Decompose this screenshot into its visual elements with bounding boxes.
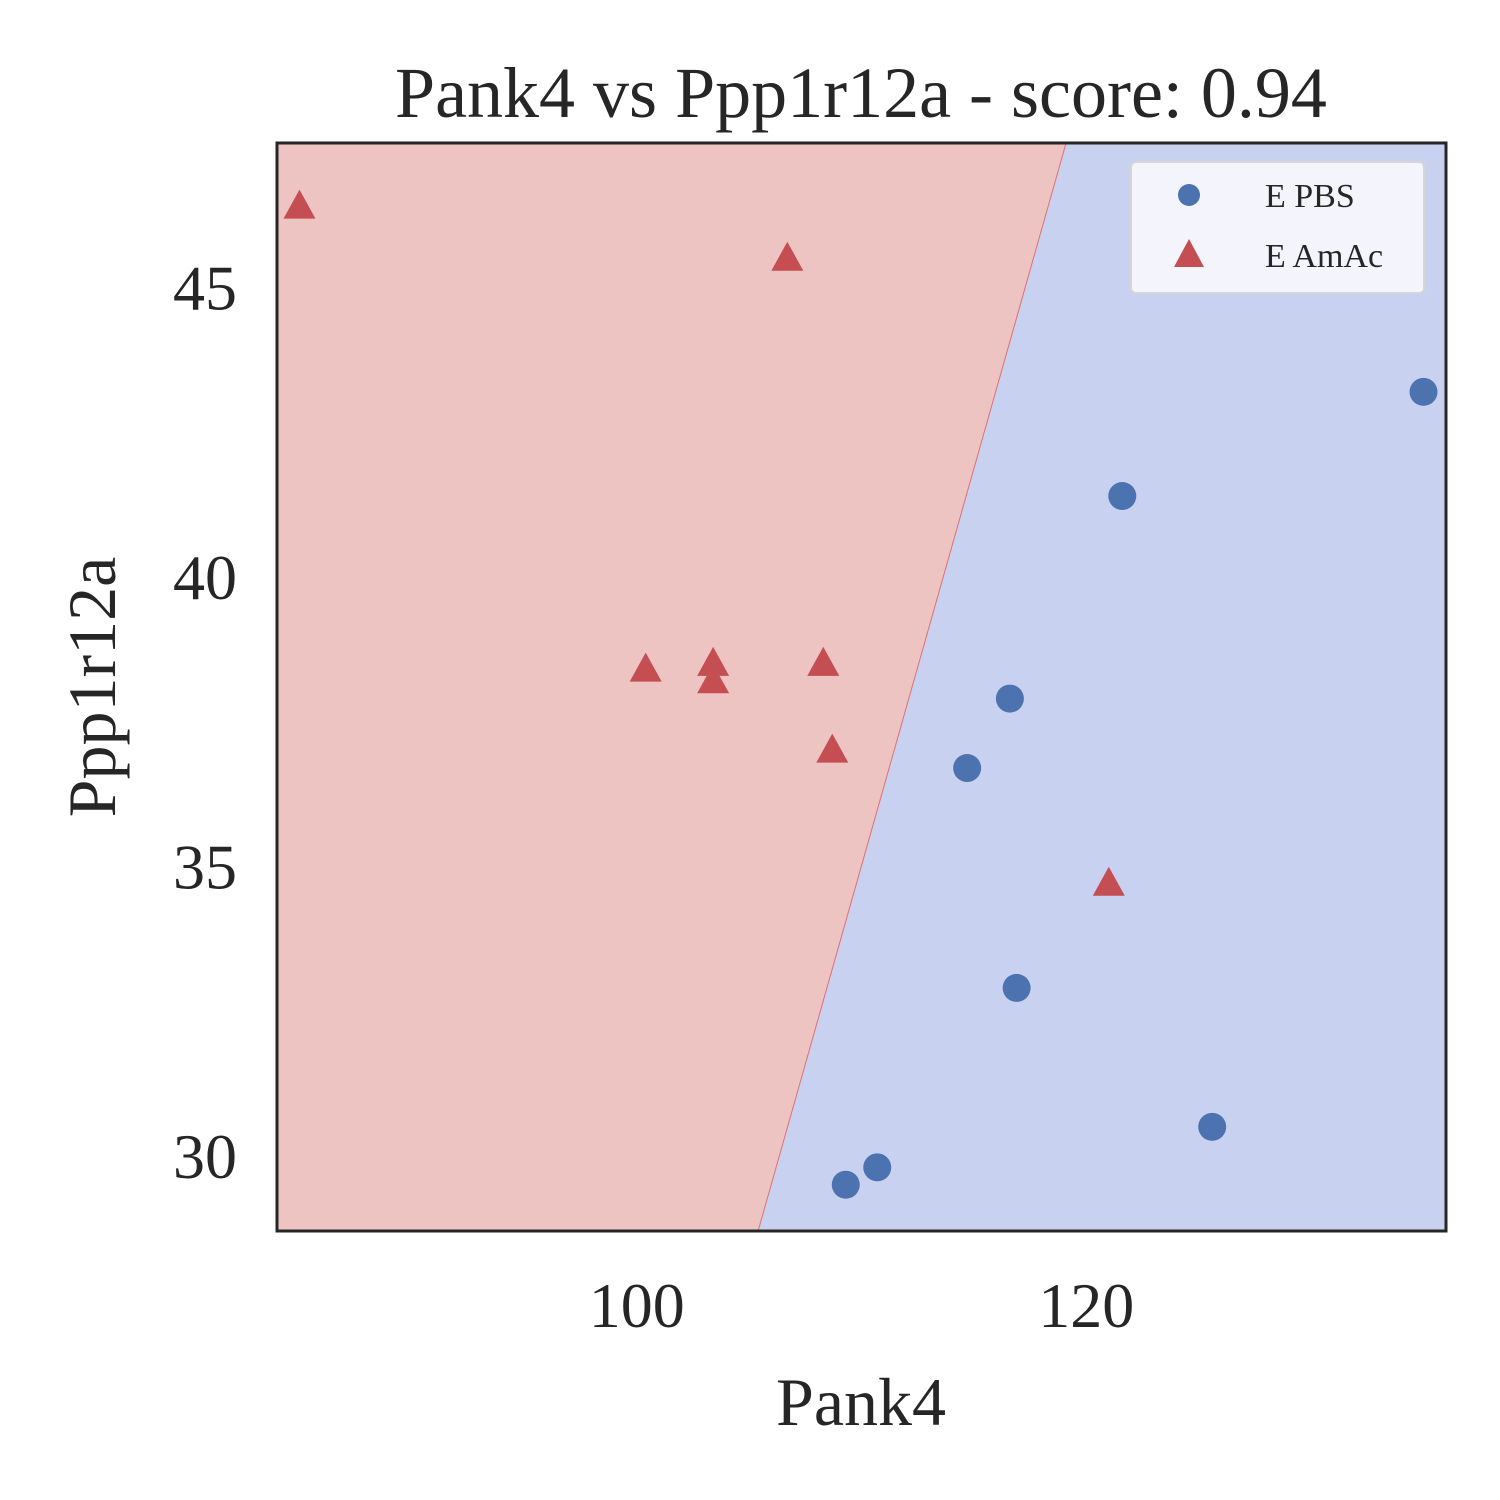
- x-axis-ticks: 100 120: [589, 1270, 1135, 1341]
- y-axis-ticks: 30 35 40 45: [173, 253, 237, 1192]
- data-point-e-pbs: [1002, 973, 1031, 1002]
- x-tick-label: 100: [589, 1270, 685, 1341]
- data-point-e-amac: [283, 189, 316, 219]
- data-point-e-pbs: [1409, 377, 1438, 406]
- data-point-e-amac: [697, 646, 730, 676]
- y-tick-label: 30: [173, 1121, 237, 1192]
- legend-marker-e-pbs: [1178, 184, 1200, 206]
- data-point-e-amac: [807, 646, 840, 676]
- y-tick-label: 45: [173, 253, 237, 324]
- data-points: [283, 189, 1438, 1199]
- data-point-e-pbs: [995, 684, 1024, 713]
- legend: E PBS E AmAc: [1130, 161, 1425, 294]
- data-point-e-pbs: [953, 754, 982, 783]
- plot-frame: [275, 141, 1448, 1233]
- data-point-e-amac: [697, 664, 730, 694]
- data-point-e-amac: [629, 652, 662, 682]
- data-point-e-pbs: [1108, 482, 1137, 511]
- data-point-e-amac: [771, 241, 804, 271]
- chart-title: Pank4 vs Ppp1r12a - score: 0.94: [395, 53, 1327, 133]
- data-point-e-amac: [1092, 866, 1125, 896]
- y-axis-label: Ppp1r12a: [54, 557, 130, 818]
- y-tick-label: 35: [173, 831, 237, 902]
- y-tick-label: 40: [173, 542, 237, 613]
- legend-label-e-pbs: E PBS: [1265, 178, 1355, 215]
- x-tick-label: 120: [1038, 1270, 1134, 1341]
- legend-box: [1130, 161, 1425, 294]
- data-point-e-pbs: [863, 1153, 892, 1182]
- data-point-e-pbs: [831, 1170, 860, 1199]
- legend-label-e-amac: E AmAc: [1265, 238, 1383, 275]
- decision-boundary-line: [757, 142, 1067, 1232]
- data-point-e-pbs: [1198, 1112, 1227, 1141]
- decision-region-e-amac: [277, 143, 1067, 1231]
- data-point-e-amac: [816, 733, 849, 763]
- x-axis-label: Pank4: [776, 1364, 946, 1440]
- legend-marker-e-amac: [1174, 239, 1204, 267]
- decision-region-e-pbs: [758, 143, 1446, 1231]
